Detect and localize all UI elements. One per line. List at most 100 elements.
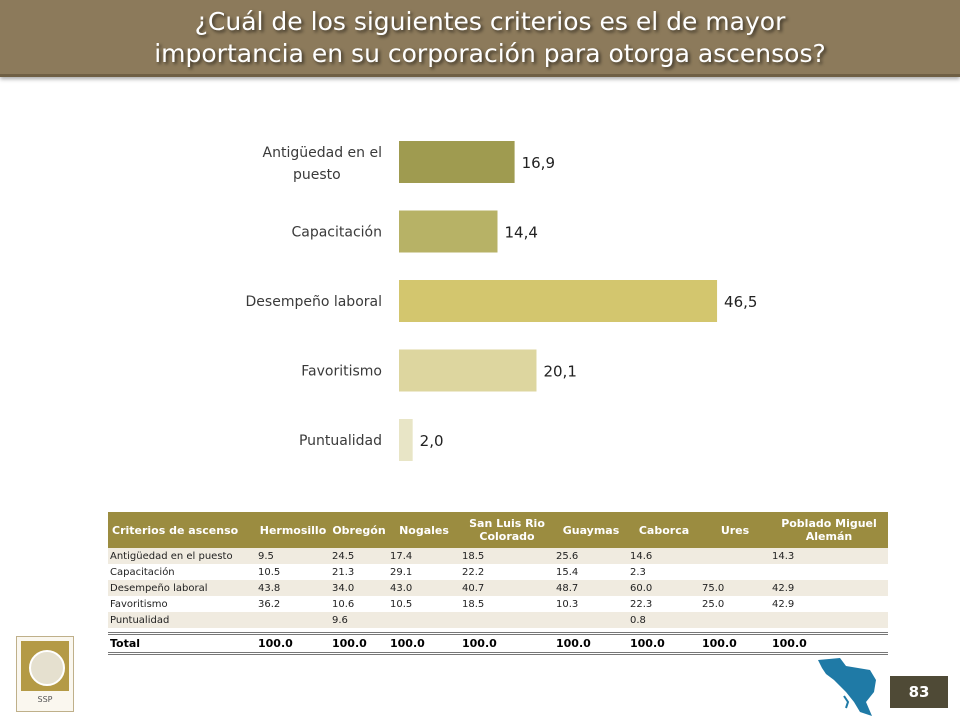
table-cell (256, 612, 330, 628)
table-row: Desempeño laboral 43.8 34.0 43.0 40.7 48.7 60.… (108, 580, 888, 596)
table-cell: 22.2 (460, 564, 554, 580)
table-spacer-row (108, 628, 888, 634)
table-cell (770, 564, 888, 580)
table-cell: 10.6 (330, 596, 388, 612)
total-cell: 100.0 (460, 632, 554, 655)
bar-5 (399, 419, 413, 461)
table-cell: 48.7 (554, 580, 628, 596)
table-cell: 18.5 (460, 596, 554, 612)
table-cell (700, 548, 770, 564)
table-cell: 0.8 (628, 612, 700, 628)
table-cell: 75.0 (700, 580, 770, 596)
table-row: Favoritismo 36.2 10.6 10.5 18.5 10.3 22.3 25.0 4… (108, 596, 888, 612)
data-table: Criterios de ascenso Hermosillo Obregón Nog… (108, 512, 888, 655)
total-cell: 100.0 (330, 632, 388, 655)
table-header-row: Criterios de ascenso Hermosillo Obregón Nog… (108, 512, 888, 548)
table-row: Puntualidad 9.6 0.8 (108, 612, 888, 628)
table-cell: 15.4 (554, 564, 628, 580)
table-cell: 10.3 (554, 596, 628, 612)
value-label-5: 2,0 (420, 432, 444, 450)
table-cell: 34.0 (330, 580, 388, 596)
table-cell: 42.9 (770, 596, 888, 612)
bar-1 (399, 141, 515, 183)
total-cell: 100.0 (256, 632, 330, 655)
table-cell: Puntualidad (108, 612, 256, 628)
table-row: Capacitación 10.5 21.3 29.1 22.2 15.4 2.3 (108, 564, 888, 580)
table-cell: 9.6 (330, 612, 388, 628)
total-cell: 100.0 (388, 632, 460, 655)
logo-label: SSP (37, 695, 53, 704)
title-banner: ¿Cuál de los siguientes criterios es el … (0, 0, 960, 77)
table-header-cell: Hermosillo (259, 523, 327, 537)
table-header-cell: Criterios de ascenso (112, 523, 239, 537)
table-cell: 14.3 (770, 548, 888, 564)
category-label-1: Antigüedad en el puesto (263, 145, 382, 183)
value-label-1: 16,9 (522, 154, 555, 172)
table-cell: Desempeño laboral (108, 580, 256, 596)
table-cell: 25.6 (554, 548, 628, 564)
value-label-2: 14,4 (504, 224, 537, 242)
table-cell (554, 612, 628, 628)
table-cell (700, 564, 770, 580)
table-cell: 25.0 (700, 596, 770, 612)
table-header-cell: Poblado Miguel Alemán (781, 517, 877, 543)
total-cell: 100.0 (554, 632, 628, 655)
table-cell: 10.5 (256, 564, 330, 580)
table-cell (700, 612, 770, 628)
category-label-4: Favoritismo (301, 364, 382, 380)
ssp-logo: SSP (16, 636, 74, 712)
total-cell: 100.0 (700, 632, 770, 655)
table-cell: 14.6 (628, 548, 700, 564)
table-cell: 24.5 (330, 548, 388, 564)
table-cell: Antigüedad en el puesto (108, 548, 256, 564)
table-cell: 17.4 (388, 548, 460, 564)
table-total-row: Total 100.0 100.0 100.0 100.0 100.0 100.0 100.0… (108, 632, 888, 655)
table-cell: 29.1 (388, 564, 460, 580)
table-cell: 60.0 (628, 580, 700, 596)
bar-4 (399, 349, 537, 392)
bar-3 (399, 280, 718, 322)
table-header-cell: Guaymas (562, 523, 620, 537)
table-cell: 43.8 (256, 580, 330, 596)
bar-2 (399, 210, 498, 253)
table-cell: 21.3 (330, 564, 388, 580)
total-cell: Total (108, 632, 256, 655)
table-cell: 36.2 (256, 596, 330, 612)
total-cell: 100.0 (628, 632, 700, 655)
category-label-5: Puntualidad (299, 433, 382, 449)
table-cell (388, 612, 460, 628)
table-cell: 40.7 (460, 580, 554, 596)
table-header-cell: Obregón (332, 523, 386, 537)
page-title: ¿Cuál de los siguientes criterios es el … (20, 6, 960, 70)
table-header-cell: Nogales (399, 523, 449, 537)
table-cell: 2.3 (628, 564, 700, 580)
table-header-cell: San Luis Rio Colorado (469, 517, 545, 543)
table-cell: 43.0 (388, 580, 460, 596)
title-line-1: ¿Cuál de los siguientes criterios es el … (194, 7, 786, 36)
table-header-cell: Caborca (638, 523, 690, 537)
sonora-map-icon (818, 658, 876, 716)
total-cell: 100.0 (770, 632, 888, 655)
table-cell: 18.5 (460, 548, 554, 564)
seal-icon (29, 650, 65, 686)
page-number: 83 (890, 676, 948, 708)
table-cell: Favoritismo (108, 596, 256, 612)
bar-chart: Antigüedad en el puesto 16,9 Capacitación 14… (246, 141, 757, 461)
data-table-container: Criterios de ascenso Hermosillo Obregón Nog… (108, 512, 888, 655)
value-label-3: 46,5 (724, 293, 757, 311)
table-cell: 22.3 (628, 596, 700, 612)
table-header-cell: Ures (720, 523, 750, 537)
table-cell: 9.5 (256, 548, 330, 564)
category-label-3: Desempeño laboral (246, 294, 382, 310)
table-cell: Capacitación (108, 564, 256, 580)
category-label-2: Capacitación (291, 225, 382, 241)
value-label-4: 20,1 (543, 363, 576, 381)
table-cell (770, 612, 888, 628)
logo-emblem (21, 641, 69, 691)
spacer-cell (108, 628, 888, 634)
title-line-2: importancia en su corporación para otorg… (154, 39, 826, 68)
table-cell: 10.5 (388, 596, 460, 612)
table-cell (460, 612, 554, 628)
table-cell: 42.9 (770, 580, 888, 596)
table-body: Antigüedad en el puesto 9.5 24.5 17.4 18.5 25… (108, 548, 888, 655)
